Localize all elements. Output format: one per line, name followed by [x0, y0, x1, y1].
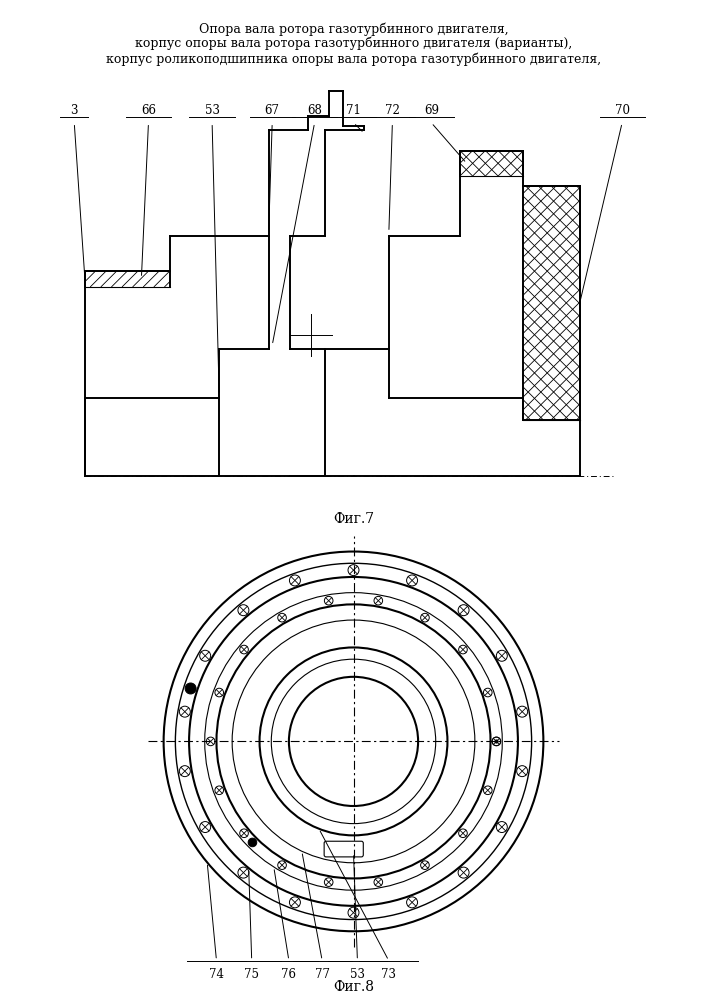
Text: 67: 67 — [264, 104, 280, 117]
Circle shape — [248, 838, 257, 847]
Text: Опора вала ротора газотурбинного двигателя,: Опора вала ротора газотурбинного двигате… — [199, 22, 508, 35]
Text: 53: 53 — [204, 104, 220, 117]
Text: 68: 68 — [307, 104, 322, 117]
Text: 70: 70 — [614, 104, 630, 117]
Text: 53: 53 — [350, 968, 365, 981]
Text: Фиг.8: Фиг.8 — [333, 980, 374, 994]
Text: 3: 3 — [71, 104, 78, 117]
Text: корпус роликоподшипника опоры вала ротора газотурбинного двигателя,: корпус роликоподшипника опоры вала ротор… — [106, 52, 601, 66]
Text: корпус опоры вала ротора газотурбинного двигателя (варианты),: корпус опоры вала ротора газотурбинного … — [135, 37, 572, 50]
Text: 75: 75 — [244, 968, 259, 981]
Text: 77: 77 — [315, 968, 329, 981]
Text: 71: 71 — [346, 104, 361, 117]
Text: 76: 76 — [281, 968, 296, 981]
Text: 72: 72 — [385, 104, 400, 117]
Text: 74: 74 — [209, 968, 224, 981]
Circle shape — [185, 683, 196, 694]
Text: 73: 73 — [381, 968, 396, 981]
Text: 66: 66 — [141, 104, 156, 117]
Text: Фиг.7: Фиг.7 — [333, 512, 374, 526]
Text: 69: 69 — [423, 104, 439, 117]
